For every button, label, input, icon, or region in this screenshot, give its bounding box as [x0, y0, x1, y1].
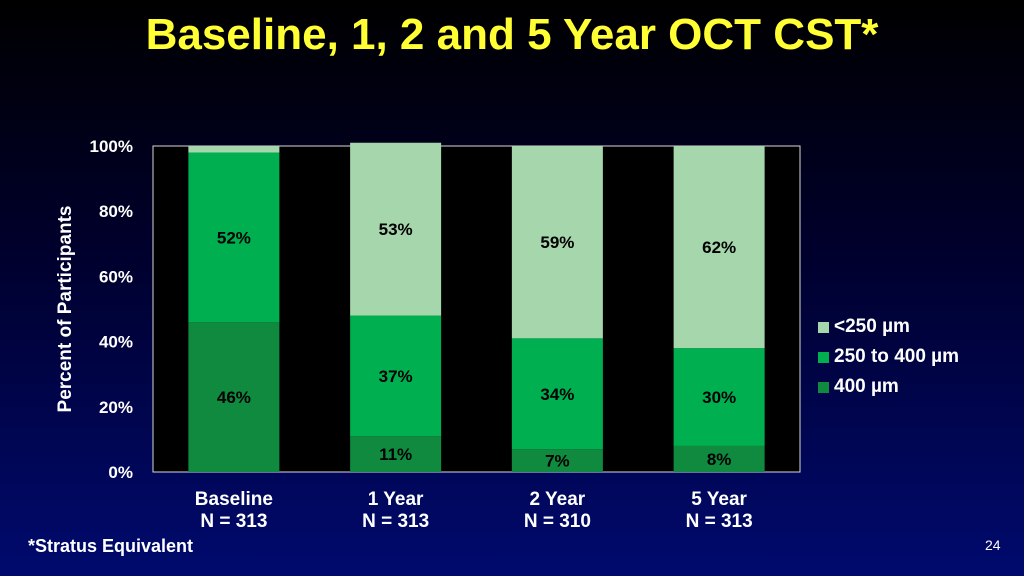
legend-item: <250 µm [818, 312, 959, 342]
data-label: 34% [540, 385, 574, 404]
category-count-label: N = 310 [524, 511, 591, 532]
bars-group: 46% 52% 11% 37% 53% 7% 34% 59% 8% 30% 62% [188, 142, 765, 472]
data-label: 62% [702, 238, 736, 257]
data-label: 46% [217, 388, 251, 407]
bar-segment [511, 449, 603, 472]
y-tick-label: 20% [99, 398, 133, 417]
data-label: 59% [540, 233, 574, 252]
bar-segment [188, 322, 280, 472]
bar-segment [511, 338, 603, 450]
bar-segment [350, 315, 442, 437]
legend-label: 250 to 400 µm [834, 346, 960, 367]
category-label: 2 Year [530, 489, 586, 510]
category-label: 1 Year [368, 489, 424, 510]
bar-segment [188, 152, 280, 323]
category-label: Baseline [195, 489, 273, 510]
y-tick-label: 40% [99, 333, 133, 352]
legend: <250 µm 250 to 400 µm 400 µm [818, 312, 959, 402]
data-label: 7% [545, 452, 570, 471]
legend-swatch [818, 321, 829, 333]
bar-segment [673, 445, 765, 472]
bar-segment [673, 348, 765, 446]
slide-title: Baseline, 1, 2 and 5 Year OCT CST* [145, 10, 879, 59]
y-tick-label: 80% [99, 202, 133, 221]
data-label: 53% [379, 220, 413, 239]
page-number: 24 [985, 537, 1001, 553]
bar-segment [511, 146, 603, 339]
footnote: *Stratus Equivalent [28, 536, 194, 556]
y-axis-ticks: 0% 20% 40% 60% 80% 100% [90, 137, 133, 482]
category-count-label: N = 313 [686, 511, 753, 532]
legend-swatch [818, 381, 829, 393]
data-label: 8% [707, 450, 732, 469]
y-tick-label: 0% [108, 463, 133, 482]
y-tick-label: 60% [99, 267, 133, 286]
legend-item: 400 µm [818, 372, 959, 402]
category-count-label: N = 313 [200, 511, 267, 532]
y-tick-label: 100% [90, 137, 133, 156]
bar-segment [673, 146, 765, 349]
bar-segment [350, 436, 442, 472]
legend-label: <250 µm [834, 316, 910, 337]
category-label: 5 Year [691, 489, 747, 510]
data-label: 11% [379, 445, 412, 464]
data-label: 37% [379, 367, 413, 386]
bar-segment [188, 146, 280, 153]
legend-label: 400 µm [834, 376, 899, 397]
bar-segment [350, 142, 442, 316]
data-label: 30% [702, 388, 736, 407]
legend-swatch [818, 351, 829, 363]
data-label: 52% [217, 228, 251, 247]
category-count-label: N = 313 [362, 511, 429, 532]
y-axis-label: Percent of Participants [55, 206, 76, 413]
legend-item: 250 to 400 µm [818, 342, 959, 372]
